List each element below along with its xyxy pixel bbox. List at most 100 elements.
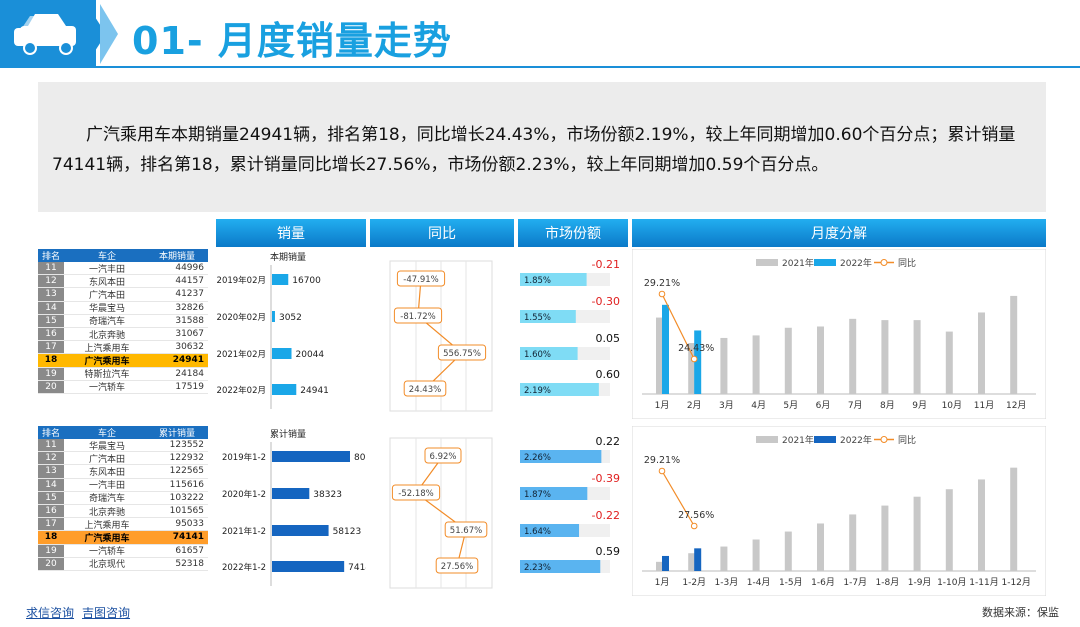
table-cell: 20 xyxy=(38,557,64,570)
value-label: 58123 xyxy=(333,527,362,537)
table-header: 排名 车企 本期销量 xyxy=(38,249,208,262)
table-row: 11 华晨宝马 123552 xyxy=(38,439,208,453)
table-cell: 16 xyxy=(38,327,64,341)
table-cell: 北京奔驰 xyxy=(88,507,125,518)
legend-marker xyxy=(880,436,888,443)
bar xyxy=(520,273,587,286)
table-cell: 17 xyxy=(38,341,64,354)
table-cell: 广汽本田 xyxy=(88,290,125,301)
legend-label: 2022年 xyxy=(840,434,872,446)
bar-2021 xyxy=(1010,467,1018,571)
bar-2021 xyxy=(817,326,824,394)
period-yoy-chart: -47.91% -81.72% 556.75% 24.43% xyxy=(389,260,493,412)
bar-2021 xyxy=(817,523,824,571)
bar-2021 xyxy=(688,553,696,571)
tick-label: 1-8月 xyxy=(876,577,900,588)
section-sales: 销量 xyxy=(216,219,366,247)
legend-label: 2021年 xyxy=(782,257,814,269)
tick-label: 7月 xyxy=(848,400,863,411)
table-row: 15 奇瑞汽车 31588 xyxy=(38,314,208,328)
bar xyxy=(520,347,578,360)
bar xyxy=(520,450,602,463)
table-cell: 特斯拉汽车 xyxy=(84,370,130,381)
value-label: 2.19% xyxy=(524,386,551,396)
data-label-box xyxy=(437,344,487,361)
chart-title: 累计销量 xyxy=(270,428,306,440)
table-cell: 17 xyxy=(38,518,64,531)
footer-link-2[interactable]: 吉图咨询 xyxy=(82,606,131,620)
table-cell: 13 xyxy=(38,288,64,301)
bar xyxy=(272,525,329,536)
table-cell: 61657 xyxy=(175,545,204,556)
bar-2021 xyxy=(945,489,953,571)
legend-label: 2021年 xyxy=(782,434,814,446)
data-source: 数据来源：保监 xyxy=(982,606,1059,619)
table-cell: 18 xyxy=(44,355,58,366)
bar-2021 xyxy=(752,335,760,394)
rank-table-period: 排名 车企 本期销量 11 一汽丰田 44996 12 东风本田 44157 13 广汽本田 4123… xyxy=(38,249,208,394)
table-cell: 44157 xyxy=(175,276,204,287)
table-cell: 上汽乘用车 xyxy=(84,520,130,531)
table-row: 20 一汽轿车 17519 xyxy=(38,380,208,394)
table-cell: 44996 xyxy=(175,263,204,274)
value-label: 3052 xyxy=(279,313,302,323)
value-label: 2.23% xyxy=(524,563,551,573)
yoy-line xyxy=(661,293,695,360)
cum-sales-chart: 累计销量 2019年1-2 80133 2020年1-2 38323 2021年1-2 58… xyxy=(222,428,366,586)
table-cell: 一汽丰田 xyxy=(88,264,125,275)
table-header-cell: 车企 xyxy=(97,429,116,439)
table-cell: 52318 xyxy=(175,558,204,569)
table-cell: 18 xyxy=(44,532,58,543)
header-chevron-light xyxy=(100,4,118,64)
bar-2021 xyxy=(945,331,953,394)
bar xyxy=(272,348,292,359)
table-cell: 20 xyxy=(38,380,64,393)
data-label-box xyxy=(435,557,479,574)
yoy-label: 27.56% xyxy=(678,510,714,521)
bar-2021 xyxy=(849,514,857,571)
table-cell: 24184 xyxy=(175,368,204,379)
value-label: 1.55% xyxy=(524,313,551,323)
legend-label: 同比 xyxy=(898,434,916,446)
table-cell: 11 xyxy=(38,262,64,275)
table-cell: 15 xyxy=(38,314,64,327)
tick-label: 1-10月 xyxy=(937,577,966,588)
value-label: 38323 xyxy=(313,490,342,500)
cum-yoy-chart: 6.92% -52.18% 51.67% 27.56% xyxy=(389,437,493,589)
data-label-box xyxy=(391,484,441,501)
yoy-line xyxy=(661,470,695,527)
value-label: 20044 xyxy=(296,350,325,360)
yoy-point xyxy=(658,290,666,298)
table-cell: 广汽乘用车 xyxy=(84,356,130,367)
data-label: -47.91% xyxy=(403,275,438,285)
bar-2021 xyxy=(881,505,889,571)
value-label: 16700 xyxy=(292,276,321,286)
value-label: 1.60% xyxy=(524,350,551,360)
bar xyxy=(520,310,576,323)
bar xyxy=(272,561,345,572)
table-header: 排名 车企 累计销量 xyxy=(38,426,208,439)
tick-label: 12月 xyxy=(1006,400,1026,411)
change-label: -0.39 xyxy=(592,472,620,485)
legend-swatch xyxy=(756,436,778,443)
tick-label: 1月 xyxy=(655,577,670,588)
table-cell: 41237 xyxy=(175,289,204,300)
table-cell: 123552 xyxy=(169,440,204,451)
tick-label: 1-11月 xyxy=(969,577,998,588)
change-label: 0.60 xyxy=(596,368,621,381)
bar xyxy=(520,560,601,573)
data-label: -81.72% xyxy=(400,312,435,322)
yoy-point xyxy=(658,467,666,475)
value-label: 1.85% xyxy=(524,276,551,286)
bar-2022 xyxy=(662,555,669,571)
tick-label: 1-9月 xyxy=(908,577,932,588)
yoy-point xyxy=(690,522,698,530)
bar-2021 xyxy=(1010,295,1018,394)
footer-link-1[interactable]: 求信咨询 xyxy=(26,606,75,620)
summary-text: 广汽乘用车本期销量24941辆，排名第18，同比增长24.43%，市场份额2.1… xyxy=(52,125,1016,175)
bar-2021 xyxy=(913,320,921,394)
data-label: 51.67% xyxy=(450,526,482,536)
table-row: 17 上汽乘用车 95033 xyxy=(38,518,208,532)
period-sales-chart: 本期销量 2019年02月 16700 2020年02月 3052 2021年02月 200… xyxy=(217,251,329,409)
section-yoy: 同比 xyxy=(370,219,514,247)
